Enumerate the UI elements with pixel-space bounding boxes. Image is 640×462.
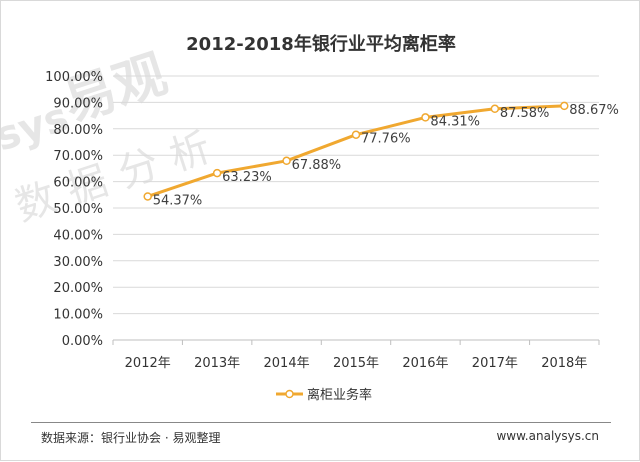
data-label: 54.37% xyxy=(153,193,203,208)
data-label: 63.23% xyxy=(222,170,272,185)
y-axis-ticks: 0.00% 10.00% 20.00% 30.00% 40.00% 50.00% 60.00… xyxy=(45,70,103,349)
x-tick-label: 2014年 xyxy=(264,356,310,371)
y-tick-label: 90.00% xyxy=(53,96,103,111)
y-tick-label: 80.00% xyxy=(53,123,103,138)
footer-divider xyxy=(31,422,611,423)
y-tick-label: 0.00% xyxy=(62,334,103,349)
x-tick-label: 2012年 xyxy=(125,356,171,371)
y-tick-label: 10.00% xyxy=(53,308,103,323)
x-tick-label: 2018年 xyxy=(541,356,587,371)
y-tick-label: 60.00% xyxy=(53,176,103,191)
x-tick-label: 2017年 xyxy=(472,356,518,371)
y-tick-label: 70.00% xyxy=(53,149,103,164)
legend-marker xyxy=(285,389,294,399)
x-tick-label: 2016年 xyxy=(402,356,448,371)
x-tick-label: 2015年 xyxy=(333,356,379,371)
data-point xyxy=(212,168,222,178)
data-point xyxy=(490,104,500,114)
data-label: 77.76% xyxy=(361,132,411,147)
data-label: 67.88% xyxy=(292,158,342,173)
chart-title: 2012-2018年银行业平均离柜率 xyxy=(186,33,456,55)
y-tick-label: 50.00% xyxy=(53,202,103,217)
data-label: 84.31% xyxy=(430,114,480,129)
data-point xyxy=(143,192,152,201)
site-url: www.analysys.cn xyxy=(496,429,599,443)
data-source: 数据来源：银行业协会 · 易观整理 xyxy=(41,431,221,445)
x-tick-label: 2013年 xyxy=(194,356,240,371)
watermark-brand: 易观 xyxy=(56,44,173,133)
y-tick-label: 20.00% xyxy=(53,281,103,296)
grid-lines xyxy=(113,75,599,315)
data-point xyxy=(421,113,430,122)
data-point xyxy=(351,130,361,139)
data-point xyxy=(282,156,291,166)
x-axis: 2012年 2013年 2014年 2015年 2016年 2017年 2018年 xyxy=(112,339,600,371)
legend-label: 离柜业务率 xyxy=(307,387,372,403)
series-line-group: 54.37% 63.23% 67.88% 77.76% 84.31% 87.58% 88.6… xyxy=(143,101,619,208)
legend: 离柜业务率 xyxy=(276,387,372,403)
y-tick-label: 40.00% xyxy=(53,228,103,243)
data-label: 87.58% xyxy=(500,106,550,121)
y-tick-label: 100.00% xyxy=(45,70,103,85)
data-point xyxy=(560,101,569,111)
data-label: 88.67% xyxy=(569,103,619,118)
y-tick-label: 30.00% xyxy=(53,255,103,270)
